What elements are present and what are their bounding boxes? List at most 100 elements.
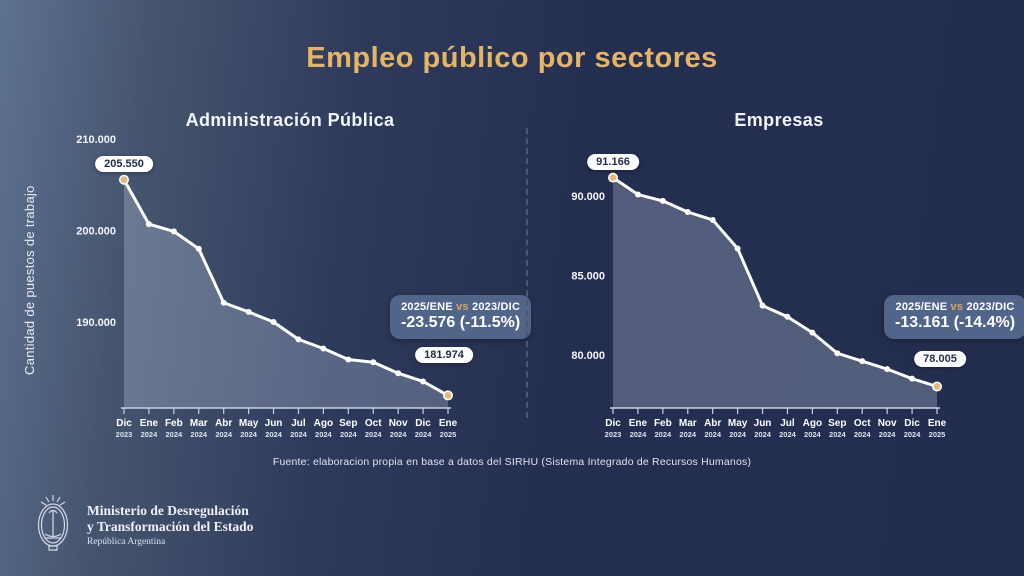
- line-chart-empresas: 90.00085.00080.000Dic2023Ene2024Feb2024M…: [571, 172, 947, 439]
- data-point: [859, 358, 866, 365]
- data-point: [270, 318, 277, 325]
- y-tick-label: 190.000: [76, 317, 116, 329]
- x-tick-year: 2024: [390, 430, 408, 439]
- endpoint-marker: [118, 174, 129, 185]
- data-point: [884, 366, 891, 373]
- end-value-pill: 181.974: [415, 347, 473, 363]
- start-value-pill: 205.550: [95, 156, 153, 172]
- x-tick-month: Ene: [928, 418, 947, 429]
- data-point: [684, 209, 691, 216]
- badge-baseline: 2023/DIC: [472, 301, 521, 313]
- x-tick-month: Ene: [629, 418, 648, 429]
- x-tick-year: 2024: [804, 430, 822, 439]
- x-tick-year: 2023: [605, 430, 622, 439]
- x-tick-year: 2024: [754, 430, 772, 439]
- ministry-country: República Argentina: [87, 536, 166, 547]
- x-tick-year: 2024: [904, 430, 922, 439]
- y-tick-label: 80.000: [571, 350, 605, 362]
- x-tick-month: Ene: [439, 418, 458, 429]
- x-tick-year: 2025: [440, 430, 457, 439]
- ministry-name-line2: y Transformación del Estado: [87, 519, 254, 534]
- x-tick-month: Sep: [828, 418, 846, 429]
- badge-comparison-label: 2025/ENE vs 2023/DIC: [895, 301, 1015, 313]
- end-value-pill: 78.005: [914, 351, 966, 367]
- comparison-badge: 2025/ENE vs 2023/DIC -23.576 (-11.5%): [390, 295, 532, 339]
- badge-period: 2025/ENE: [895, 301, 948, 313]
- x-tick-year: 2024: [215, 430, 233, 439]
- dashed-divider: [526, 128, 528, 418]
- badge-delta: -23.576 (-11.5%): [401, 314, 521, 331]
- badge-comparison-label: 2025/ENE vs 2023/DIC: [401, 301, 520, 313]
- x-tick-year: 2024: [240, 430, 258, 439]
- x-tick-month: Sep: [339, 418, 357, 429]
- data-point: [659, 197, 666, 204]
- data-point: [320, 345, 327, 352]
- data-point: [784, 313, 791, 320]
- x-tick-month: Jul: [291, 418, 306, 429]
- data-point: [759, 302, 766, 309]
- data-point: [345, 356, 352, 363]
- data-point: [734, 245, 741, 252]
- data-point: [220, 299, 227, 306]
- x-tick-year: 2024: [166, 430, 184, 439]
- area-fill: [124, 179, 448, 408]
- x-tick-year: 2024: [729, 430, 747, 439]
- x-tick-month: Jul: [780, 418, 795, 429]
- x-tick-month: Ene: [140, 418, 159, 429]
- x-tick-year: 2024: [340, 430, 358, 439]
- x-tick-month: Dic: [904, 418, 920, 429]
- data-point: [634, 191, 641, 198]
- x-tick-year: 2025: [929, 430, 946, 439]
- badge-vs: vs: [950, 301, 964, 313]
- badge-period: 2025/ENE: [401, 301, 453, 313]
- x-tick-month: Oct: [854, 418, 871, 429]
- x-tick-month: Feb: [654, 418, 672, 429]
- chart-administracion-publica: Administración Pública 210.000 200.000 190…: [60, 110, 532, 445]
- data-point: [145, 221, 152, 228]
- data-point: [170, 228, 177, 235]
- coat-of-arms-icon: [37, 495, 69, 551]
- x-tick-month: Abr: [215, 418, 232, 429]
- x-tick-year: 2024: [854, 430, 872, 439]
- x-tick-month: Nov: [389, 418, 408, 429]
- data-point: [809, 329, 816, 336]
- y-tick-label: 85.000: [571, 270, 605, 282]
- badge-baseline: 2023/DIC: [966, 301, 1015, 313]
- x-tick-year: 2024: [415, 430, 433, 439]
- x-tick-month: Dic: [116, 418, 132, 429]
- x-tick-year: 2024: [879, 430, 897, 439]
- x-tick-month: Jun: [265, 418, 283, 429]
- x-tick-month: May: [728, 418, 748, 429]
- x-tick-month: Nov: [878, 418, 897, 429]
- data-point: [909, 375, 916, 382]
- endpoint-marker: [931, 381, 942, 392]
- badge-delta: -13.161 (-14.4%): [895, 314, 1016, 331]
- chart-title-administracion: Administración Pública: [185, 110, 395, 130]
- line-chart-administracion: 210.000200.000190.000Dic2023Ene2024Feb20…: [76, 134, 458, 439]
- trend-line: [611, 176, 939, 388]
- page-title: Empleo público por sectores: [306, 42, 718, 74]
- y-axis-title: Cantidad de puestos de trabajo: [22, 185, 37, 375]
- area-fill: [613, 177, 937, 408]
- x-tick-year: 2024: [829, 430, 847, 439]
- x-tick-year: 2024: [679, 430, 697, 439]
- ministry-logo: Ministerio de Desregulación y Transforma…: [30, 494, 253, 556]
- x-tick-year: 2024: [655, 430, 673, 439]
- x-tick-month: May: [239, 418, 259, 429]
- x-tick-month: Mar: [190, 418, 208, 429]
- x-tick-month: Ago: [314, 418, 333, 429]
- y-tick-label: 200.000: [76, 225, 116, 237]
- x-tick-year: 2024: [190, 430, 208, 439]
- endpoint-marker: [607, 172, 618, 183]
- x-tick-month: Oct: [365, 418, 382, 429]
- x-tick-month: Dic: [415, 418, 431, 429]
- x-tick-month: Jun: [754, 418, 772, 429]
- badge-vs: vs: [456, 301, 469, 313]
- data-point: [420, 378, 427, 385]
- x-tick-year: 2024: [365, 430, 383, 439]
- ministry-name: Ministerio de Desregulación y Transforma…: [87, 503, 253, 547]
- ministry-name-line1: Ministerio de Desregulación: [87, 503, 249, 519]
- x-tick-year: 2023: [116, 430, 133, 439]
- data-point: [370, 359, 377, 366]
- x-tick-year: 2024: [630, 430, 648, 439]
